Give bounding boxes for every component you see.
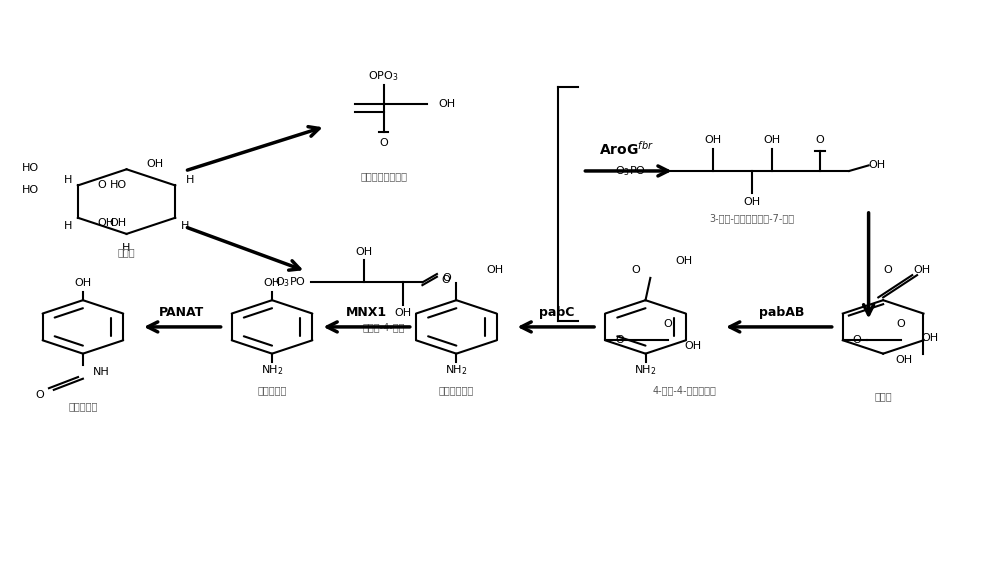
Text: 赤藓糖-4-磷酸: 赤藓糖-4-磷酸	[362, 322, 405, 332]
Text: NH: NH	[93, 367, 109, 377]
Text: OH: OH	[110, 218, 127, 228]
Text: HO: HO	[22, 185, 39, 195]
Text: NH$_2$: NH$_2$	[445, 363, 468, 377]
Text: O$_3$PO: O$_3$PO	[275, 275, 306, 289]
Text: H: H	[186, 175, 194, 185]
Text: H: H	[122, 243, 131, 253]
Text: 对氨基苯酚: 对氨基苯酚	[257, 385, 287, 395]
Text: MNX1: MNX1	[346, 306, 387, 319]
Text: OH: OH	[438, 99, 455, 109]
Text: 磷酸烯醞式丙醐酸: 磷酸烯醞式丙醐酸	[360, 171, 407, 181]
Text: OH: OH	[744, 197, 761, 207]
Text: HO: HO	[22, 163, 39, 173]
Text: O: O	[379, 138, 388, 148]
Text: OH: OH	[922, 332, 939, 342]
Text: OPO$_3$: OPO$_3$	[368, 69, 399, 83]
Text: OH: OH	[97, 218, 114, 228]
Text: 支谷酸: 支谷酸	[874, 392, 892, 402]
Text: 对氨基苯甲酸: 对氨基苯甲酸	[439, 385, 474, 395]
Text: OH: OH	[705, 136, 722, 146]
Text: NH$_2$: NH$_2$	[634, 363, 657, 377]
Text: AroG$^{fbr}$: AroG$^{fbr}$	[599, 140, 653, 158]
Text: OH: OH	[676, 256, 693, 266]
Text: OH: OH	[394, 308, 412, 318]
Text: O: O	[442, 273, 451, 283]
Text: 葡萄糖: 葡萄糖	[118, 247, 135, 257]
Text: OH: OH	[763, 136, 780, 146]
Text: H: H	[64, 175, 72, 185]
Text: pabAB: pabAB	[759, 306, 804, 319]
Text: 乙酰氨基酚: 乙酰氨基酚	[68, 402, 98, 411]
Text: O: O	[35, 390, 44, 400]
Text: H: H	[64, 221, 72, 231]
Text: 3-脱氧-阿拉伯庚糖酸-7-磷酸: 3-脱氧-阿拉伯庚糖酸-7-磷酸	[710, 213, 795, 223]
Text: HO: HO	[110, 180, 127, 190]
Text: OH: OH	[263, 278, 281, 288]
Text: OH: OH	[487, 265, 504, 275]
Text: O: O	[615, 335, 624, 345]
Text: O: O	[897, 319, 905, 329]
Text: O: O	[664, 319, 673, 329]
Text: OH: OH	[684, 341, 701, 351]
Text: OH: OH	[146, 158, 163, 168]
Text: OH: OH	[74, 278, 91, 288]
Text: H: H	[181, 221, 189, 231]
Text: pabC: pabC	[539, 306, 574, 319]
Text: PANAT: PANAT	[159, 306, 204, 319]
Text: NH$_2$: NH$_2$	[261, 363, 283, 377]
Text: OH: OH	[913, 265, 931, 275]
Text: O$_3$PO: O$_3$PO	[615, 164, 646, 178]
Text: OH: OH	[356, 247, 373, 257]
Text: O: O	[631, 265, 640, 275]
Text: O: O	[816, 136, 824, 146]
Text: O: O	[884, 265, 892, 275]
Text: 4-氨基-4-脱氧分支酸: 4-氨基-4-脱氧分支酸	[652, 385, 716, 395]
Text: O: O	[853, 335, 861, 345]
Text: O: O	[97, 180, 106, 190]
Text: OH: OH	[896, 355, 913, 365]
Text: O: O	[442, 275, 451, 285]
Text: OH: OH	[869, 160, 886, 170]
